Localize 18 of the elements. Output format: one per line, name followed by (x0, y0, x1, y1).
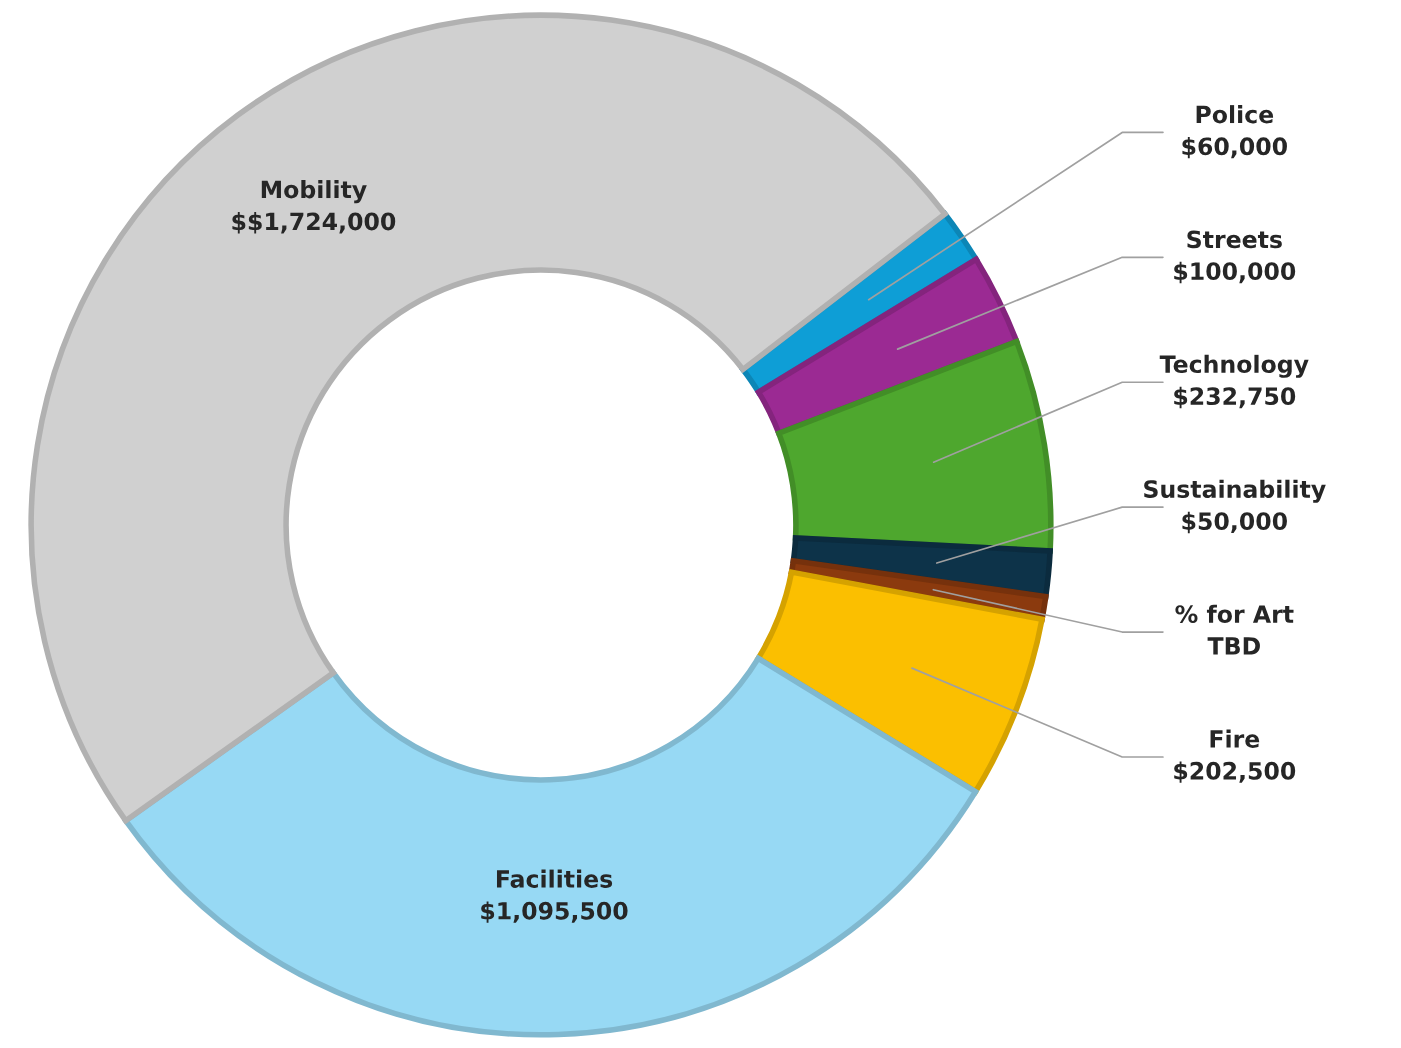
slice-label: Facilities (496, 869, 613, 888)
slice-label: % for Art (1175, 604, 1294, 623)
donut-slice (28, 12, 948, 824)
slice-label: Mobility (261, 180, 367, 204)
data-label: TBD (1207, 637, 1260, 655)
data-label: $232,750 (1174, 386, 1296, 409)
slice-label: Technology (1159, 354, 1309, 378)
data-label: $202,500 (1174, 761, 1296, 783)
data-label: $$1,724,000 (232, 212, 396, 234)
slice-label: Streets (1187, 230, 1282, 249)
data-label: $1,095,500 (481, 901, 628, 923)
donut-slice (122, 655, 979, 1038)
data-label: $100,000 (1174, 261, 1296, 284)
slice-label: Police (1196, 105, 1274, 124)
slice-label: Sustainability (1144, 479, 1326, 503)
data-label: $50,000 (1182, 511, 1287, 534)
slice-label: Fire (1210, 729, 1260, 748)
data-label: $60,000 (1182, 136, 1287, 159)
